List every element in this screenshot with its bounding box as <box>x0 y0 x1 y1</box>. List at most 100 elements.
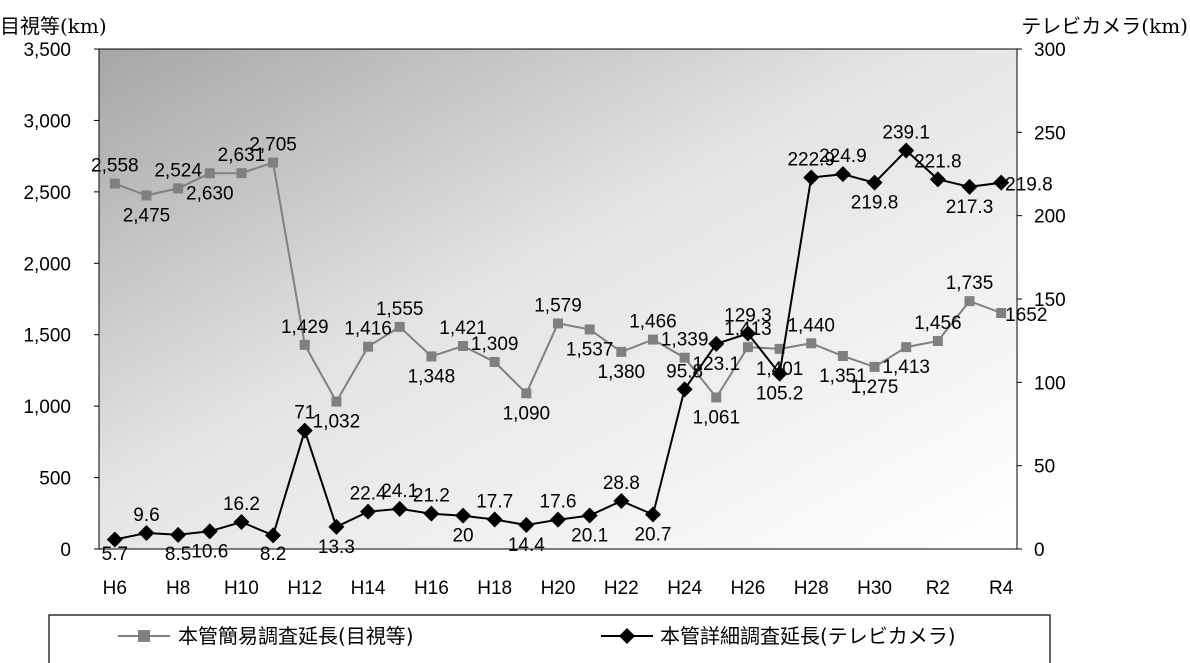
tv-camera-survey-point <box>455 507 472 524</box>
visual-survey-point <box>901 342 912 353</box>
y-left-tick-label: 3,000 <box>23 111 71 132</box>
tv-camera-survey-point <box>613 493 630 509</box>
visual-survey-point <box>331 396 342 407</box>
visual-survey-data-label: 1,579 <box>534 295 582 316</box>
x-tick-label: H6 <box>103 578 127 599</box>
visual-survey-point <box>742 342 753 353</box>
visual-survey-point <box>932 336 943 346</box>
tv-camera-survey-data-label: 16.2 <box>223 494 260 515</box>
tv-camera-survey-point <box>676 381 693 398</box>
tv-camera-survey-point <box>771 365 788 382</box>
y-left-ticks: 0 500 1,000 1,500 2,000 2,500 3,000 3,500 <box>23 40 99 561</box>
tv-camera-survey-point <box>929 171 946 188</box>
visual-survey-data-label: 1,416 <box>344 319 392 340</box>
tv-camera-survey-data-label: 20.1 <box>571 526 608 547</box>
tv-camera-survey-point <box>391 500 408 517</box>
tv-camera-survey-data-label: 71 <box>294 403 315 424</box>
visual-survey-data-label: 2,705 <box>249 135 297 156</box>
visual-survey-data-label: 2,524 <box>154 160 202 181</box>
tv-camera-survey-point <box>518 517 535 533</box>
legend: 本管簡易調査延長(目視等) 本管詳細調査延長(テレビカメラ) <box>48 614 1051 663</box>
visual-survey-point <box>458 341 469 351</box>
visual-survey-point <box>837 351 848 361</box>
visual-survey-data-label: 1,413 <box>882 357 930 378</box>
tv-camera-survey-data-label: 8.2 <box>260 544 286 565</box>
tv-camera-survey-data-label: 239.1 <box>882 123 930 144</box>
visual-survey-data-label: 1,421 <box>439 318 487 339</box>
tv-camera-survey-point <box>550 511 566 528</box>
visual-survey-point <box>299 339 310 350</box>
tv-camera-survey-data-label: 95.8 <box>666 361 703 382</box>
tv-camera-survey-point <box>265 527 282 544</box>
legend-box <box>48 614 1051 663</box>
tv-camera-survey-data-label: 222.9 <box>787 150 835 171</box>
tv-camera-survey-point <box>961 178 978 195</box>
tv-camera-survey-point <box>803 169 820 186</box>
visual-survey-point <box>806 338 817 349</box>
y-right-tick-label: 100 <box>1034 373 1066 394</box>
visual-survey-point <box>173 183 184 194</box>
tv-camera-survey-data-label: 123.1 <box>693 354 741 375</box>
visual-survey-point <box>616 346 627 357</box>
y-left-tick-label: 2,500 <box>23 183 71 204</box>
visual-survey-point <box>996 308 1007 318</box>
tv-camera-survey-data-label: 9.6 <box>133 505 159 526</box>
y-left-axis-title: 目視等(km) <box>0 14 107 38</box>
visual-survey-data-label: 2,631 <box>218 145 266 166</box>
tv-camera-survey-data-label: 5.7 <box>102 544 128 565</box>
x-tick-label: H30 <box>857 578 892 599</box>
tv-camera-survey-point <box>233 514 250 530</box>
tv-camera-survey-data-label: 24.1 <box>381 481 418 502</box>
visual-survey-point <box>236 168 247 179</box>
y-right-tick-label: 150 <box>1034 290 1066 311</box>
y-right-tick-label: 0 <box>1034 540 1045 561</box>
visual-survey-point <box>268 157 279 168</box>
tv-camera-survey-point <box>834 166 851 183</box>
tv-camera-survey-point <box>486 511 503 528</box>
x-tick-label: H20 <box>541 578 576 599</box>
y-right-tick-label: 300 <box>1034 40 1066 61</box>
visual-survey-data-label: 2,630 <box>186 183 234 204</box>
tv-camera-survey-point <box>423 505 440 522</box>
visual-survey-point <box>553 318 563 329</box>
tv-camera-survey-data-label: 20.7 <box>634 525 671 546</box>
y-left-tick-label: 500 <box>39 469 71 490</box>
visual-survey-data-label: 1,429 <box>281 317 329 338</box>
tv-camera-survey-point <box>170 526 187 543</box>
x-tick-label: H24 <box>667 578 702 599</box>
visual-survey-data-label: 2,475 <box>123 205 171 226</box>
x-ticks: H6 H8 H10 H12 H14 H16 H18 H20 H22 H24 H26 H28 H30 R2 R… <box>103 578 1014 599</box>
y-left-tick-label: 1,500 <box>23 326 71 347</box>
visual-survey-point <box>711 392 722 403</box>
visual-survey-point <box>869 361 880 372</box>
tv-camera-survey-point <box>866 174 883 191</box>
visual-survey-data-label: 1,456 <box>914 313 962 334</box>
visual-survey-point <box>679 352 690 363</box>
visual-survey-point <box>204 168 215 179</box>
visual-survey-point <box>394 321 405 332</box>
tv-camera-survey-data-label: 221.8 <box>914 151 962 172</box>
y-right-tick-label: 250 <box>1034 123 1066 144</box>
visual-survey-data-label: 1,413 <box>724 319 772 340</box>
visual-survey-point <box>521 388 532 399</box>
tv-camera-survey-data-label: 224.9 <box>819 146 867 167</box>
visual-survey-data-label: 1,351 <box>819 366 867 387</box>
tv-camera-survey-point <box>898 142 915 159</box>
tv-camera-survey-point <box>360 503 377 520</box>
tv-camera-survey-data-label: 21.2 <box>413 486 450 507</box>
x-tick-label: R4 <box>989 578 1014 599</box>
x-tick-label: H8 <box>166 578 190 599</box>
tv-camera-survey-data-label: 219.8 <box>851 193 899 214</box>
tv-camera-survey-data-label: 219.8 <box>1005 175 1053 196</box>
visual-survey-point <box>774 343 785 354</box>
tv-camera-survey-point <box>739 325 756 342</box>
visual-survey-point <box>584 324 595 335</box>
x-tick-label: H12 <box>287 578 322 599</box>
tv-camera-survey-point <box>644 506 661 523</box>
y-right-tick-label: 200 <box>1034 207 1066 228</box>
visual-survey-data-label: 1,735 <box>946 273 994 294</box>
x-tick-label: H28 <box>794 578 829 599</box>
legend-marker-diamond <box>619 628 635 644</box>
x-tick-label: H14 <box>351 578 386 599</box>
